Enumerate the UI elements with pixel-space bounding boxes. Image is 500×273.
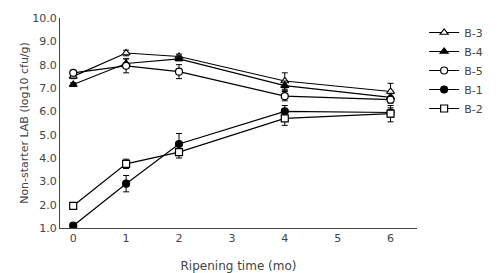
svg-text:Non-starter LAB (log10 cfu/g): Non-starter LAB (log10 cfu/g)	[18, 42, 31, 204]
svg-text:1: 1	[123, 232, 130, 245]
svg-text:5: 5	[334, 232, 341, 245]
svg-text:4: 4	[281, 232, 288, 245]
svg-text:0: 0	[70, 232, 77, 245]
svg-text:B-2: B-2	[464, 103, 483, 116]
svg-text:B-4: B-4	[464, 46, 483, 59]
svg-text:B-3: B-3	[464, 27, 483, 40]
svg-text:4.0: 4.0	[39, 152, 57, 165]
svg-text:Ripening time (mo): Ripening time (mo)	[181, 259, 297, 273]
svg-text:5.0: 5.0	[39, 129, 57, 142]
svg-text:1.0: 1.0	[39, 222, 57, 235]
svg-text:3: 3	[228, 232, 235, 245]
svg-text:9.0: 9.0	[39, 35, 57, 48]
svg-text:10.0: 10.0	[32, 12, 57, 25]
svg-text:6.0: 6.0	[39, 105, 57, 118]
svg-text:2: 2	[176, 232, 183, 245]
svg-text:B-5: B-5	[464, 65, 483, 78]
svg-text:3.0: 3.0	[39, 175, 57, 188]
svg-text:7.0: 7.0	[39, 82, 57, 95]
svg-text:2.0: 2.0	[39, 199, 57, 212]
svg-text:6: 6	[387, 232, 394, 245]
svg-text:B-1: B-1	[464, 84, 483, 97]
svg-text:8.0: 8.0	[39, 59, 57, 72]
